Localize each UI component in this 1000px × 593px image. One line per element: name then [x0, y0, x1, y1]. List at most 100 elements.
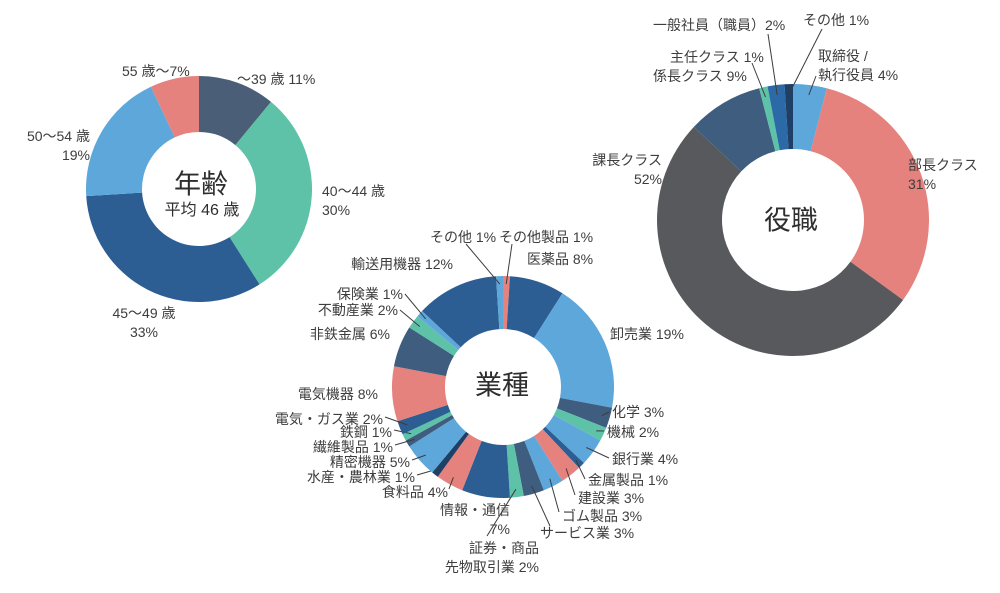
position-slice-label-0-line-0: 取締役 / [818, 48, 868, 64]
age-slice-4 [150, 76, 199, 138]
industry-slice-label-20: 不動産業 2% [318, 301, 398, 320]
position-slice-6 [784, 84, 793, 150]
industry-center-label-0: 業種 [475, 370, 529, 401]
industry-slice-4 [553, 408, 607, 441]
age-slice-0 [199, 76, 272, 146]
industry-slice-label-14: 精密機器 5% [330, 453, 410, 472]
age-slice-label-3-line-0: 50～54 歳 [26, 128, 90, 144]
industry-slice-11 [462, 440, 510, 498]
industry-slice-label-10-line-0: 証券・商品 [469, 540, 539, 556]
industry-slice-label-19-line-0: 非鉄金属 6% [309, 326, 390, 342]
position-slice-label-0: 取締役 / 執行役員 4% [818, 47, 898, 86]
industry-slice-20 [409, 316, 459, 356]
industry-leader-line-6 [575, 459, 586, 480]
industry-slice-label-18-line-0: 電気機器 8% [297, 386, 378, 402]
industry-slice-18 [392, 366, 448, 422]
industry-slice-label-8-line-0: ゴム製品 3% [562, 508, 643, 524]
age-slice-label-3: 50～54 歳 19% [27, 127, 90, 166]
position-leader-line-0 [808, 75, 817, 96]
industry-slice-label-5-line-0: 銀行業 4% [612, 451, 679, 467]
position-slice-label-5-line-0: 一般社員（職員）2% [653, 17, 786, 33]
industry-leader-line-20 [399, 309, 421, 327]
industry-slice-label-13: 水産・農林業 1% [307, 468, 415, 487]
industry-slice-label-21-line-0: 保険業 1% [336, 286, 403, 302]
industry-leader-line-17 [384, 416, 408, 426]
age-slice-label-2-line-1: 33% [129, 324, 159, 341]
position-slice-1 [810, 88, 930, 300]
position-slice-label-4: 主任クラス 1% [670, 48, 764, 67]
age-slice-2 [86, 192, 260, 303]
industry-slice-3 [556, 397, 613, 428]
age-center-label-1: 平均 46 歳 [164, 202, 240, 219]
industry-slice-19 [393, 327, 455, 377]
industry-slice-label-11: 情報・通信 7% [440, 501, 510, 540]
age-slice-label-1: 40～44 歳 30% [322, 182, 385, 221]
position-slice-3 [693, 88, 776, 172]
age-slice-1 [229, 101, 313, 285]
industry-slice-label-2-line-0: 卸売業 19% [610, 326, 684, 342]
industry-slice-label-16: 鉄鋼 1% [340, 423, 392, 442]
industry-slice-label-9: サービス業 3% [540, 524, 634, 543]
position-leader-line-6 [788, 28, 823, 95]
industry-leader-line-12 [448, 477, 454, 490]
industry-slice-label-13-line-0: 水産・農林業 1% [306, 469, 415, 485]
industry-slice-label-22-line-0: 輸送用機器 12% [351, 256, 453, 272]
industry-slice-label-11-line-0: 情報・通信 [440, 502, 510, 518]
industry-slice-6 [542, 426, 584, 468]
industry-leader-line-21 [404, 293, 427, 320]
position-slice-label-0-line-1: 執行役員 4% [818, 67, 899, 84]
position-slice-label-1-line-1: 31% [908, 176, 937, 193]
age-slice-label-0-line-0: ～39 歳 11% [237, 71, 316, 87]
industry-slice-22 [422, 276, 500, 348]
industry-slice-label-5: 銀行業 4% [612, 450, 678, 469]
industry-slice-label-4: 機械 2% [607, 423, 659, 442]
industry-slice-label-21: 保険業 1% [337, 285, 403, 304]
industry-slice-13 [432, 431, 469, 477]
industry-leader-line-13 [416, 467, 441, 476]
industry-slice-label-17-line-0: 電気・ガス業 2% [274, 411, 383, 427]
industry-slice-label-11-line-1: 7% [489, 521, 510, 538]
industry-slice-10 [506, 443, 524, 498]
age-slice-label-4: 55 歳～7% [122, 62, 190, 81]
industry-slice-label-15-line-0: 繊維製品 1% [312, 439, 393, 455]
industry-leader-line-7 [565, 468, 576, 496]
industry-slice-label-0-line-0: その他製品 1% [499, 229, 594, 245]
industry-slice-23 [496, 276, 503, 330]
position-slice-label-3: 係長クラス 9% [653, 67, 747, 86]
industry-slice-label-10-line-1: 先物取引業 2% [444, 559, 539, 576]
industry-leader-line-5 [586, 447, 610, 459]
industry-slice-label-9-line-0: サービス業 3% [540, 525, 635, 541]
age-slice-label-1-line-1: 30% [322, 202, 351, 219]
industry-leader-line-14 [411, 454, 426, 461]
industry-slice-8 [524, 435, 563, 491]
industry-leader-line-0 [505, 243, 513, 285]
age-slice-3 [85, 86, 175, 197]
industry-slice-7 [534, 429, 579, 481]
industry-slice-label-18: 電気機器 8% [298, 385, 378, 404]
age-slice-label-3-line-1: 19% [61, 147, 90, 164]
position-slice-2 [657, 126, 904, 356]
industry-slice-label-22: 輸送用機器 12% [351, 255, 453, 274]
position-slice-0 [793, 84, 827, 152]
age-center-label-0: 年齢 [174, 169, 228, 200]
position-slice-label-1-line-0: 部長クラス [908, 157, 978, 173]
industry-slice-label-3: 化学 3% [612, 403, 664, 422]
industry-slice-16 [402, 411, 453, 441]
position-center-label-0: 役職 [764, 205, 818, 236]
industry-slice-label-23: その他 1% [430, 228, 496, 247]
industry-slice-label-7: 建設業 3% [578, 489, 644, 508]
industry-slice-label-20-line-0: 不動産業 2% [317, 302, 398, 318]
industry-slice-label-1-line-0: 医薬品 8% [527, 251, 594, 267]
industry-slice-label-3-line-0: 化学 3% [612, 404, 665, 420]
industry-slice-5 [545, 414, 601, 463]
industry-slice-0 [503, 276, 510, 330]
position-slice-4 [759, 86, 780, 152]
industry-slice-9 [513, 440, 544, 497]
industry-slice-label-7-line-0: 建設業 3% [578, 490, 645, 506]
industry-slice-label-10: 証券・商品先物取引業 2% [445, 539, 539, 578]
industry-slice-1 [506, 276, 563, 339]
industry-slice-label-16-line-0: 鉄鋼 1% [339, 424, 392, 440]
position-leader-line-4 [751, 62, 766, 98]
